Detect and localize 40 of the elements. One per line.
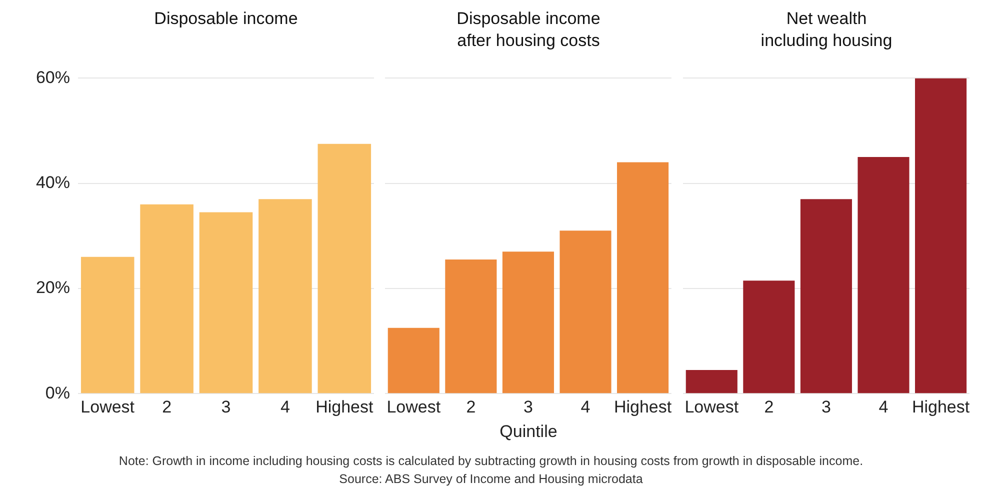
bar xyxy=(617,162,669,394)
chart-title: Disposable income xyxy=(153,8,299,30)
y-tick-label: 60% xyxy=(36,68,70,87)
bar xyxy=(318,144,372,394)
bar xyxy=(743,280,795,394)
bar xyxy=(560,230,612,394)
bar xyxy=(800,199,852,394)
x-tick-label: 2 xyxy=(764,397,774,416)
bar xyxy=(140,204,194,394)
x-tick-label: Lowest xyxy=(80,397,135,416)
bar xyxy=(445,260,497,394)
x-tick-label: 3 xyxy=(821,397,831,416)
text: Note: Growth in income including housing costs is calculated by subtracting growth in housing costs from growth in disposable income. xyxy=(118,453,864,470)
source-note: Source: ABS Survey of Income and Housing microdata xyxy=(338,471,644,488)
x-tick-label: 4 xyxy=(878,397,888,416)
x-tick-label: 3 xyxy=(523,397,533,416)
bar xyxy=(502,252,554,394)
x-tick-label: 3 xyxy=(221,397,231,416)
bar xyxy=(686,370,738,394)
x-axis-title: Quintile xyxy=(498,422,558,443)
bar xyxy=(258,199,312,394)
y-tick-label: 0% xyxy=(45,383,70,402)
bar xyxy=(858,157,910,394)
bar xyxy=(388,328,440,394)
x-tick-label: Lowest xyxy=(386,397,441,416)
x-tick-label: 4 xyxy=(280,397,290,416)
x-tick-label: 2 xyxy=(466,397,476,416)
y-tick-label: 40% xyxy=(36,173,70,192)
x-tick-label: 2 xyxy=(162,397,172,416)
x-tick-label: Highest xyxy=(614,397,672,416)
bar xyxy=(80,256,134,394)
x-tick-label: Lowest xyxy=(684,397,739,416)
chart-title: Net wealth including housing xyxy=(760,8,894,52)
x-tick-label: 4 xyxy=(580,397,590,416)
x-tick-label: Highest xyxy=(316,397,374,416)
y-tick-label: 20% xyxy=(36,278,70,298)
bar xyxy=(199,212,253,394)
bar xyxy=(915,78,967,394)
chart-title: Disposable income after housing costs xyxy=(456,8,602,52)
x-tick-label: Highest xyxy=(912,397,970,416)
